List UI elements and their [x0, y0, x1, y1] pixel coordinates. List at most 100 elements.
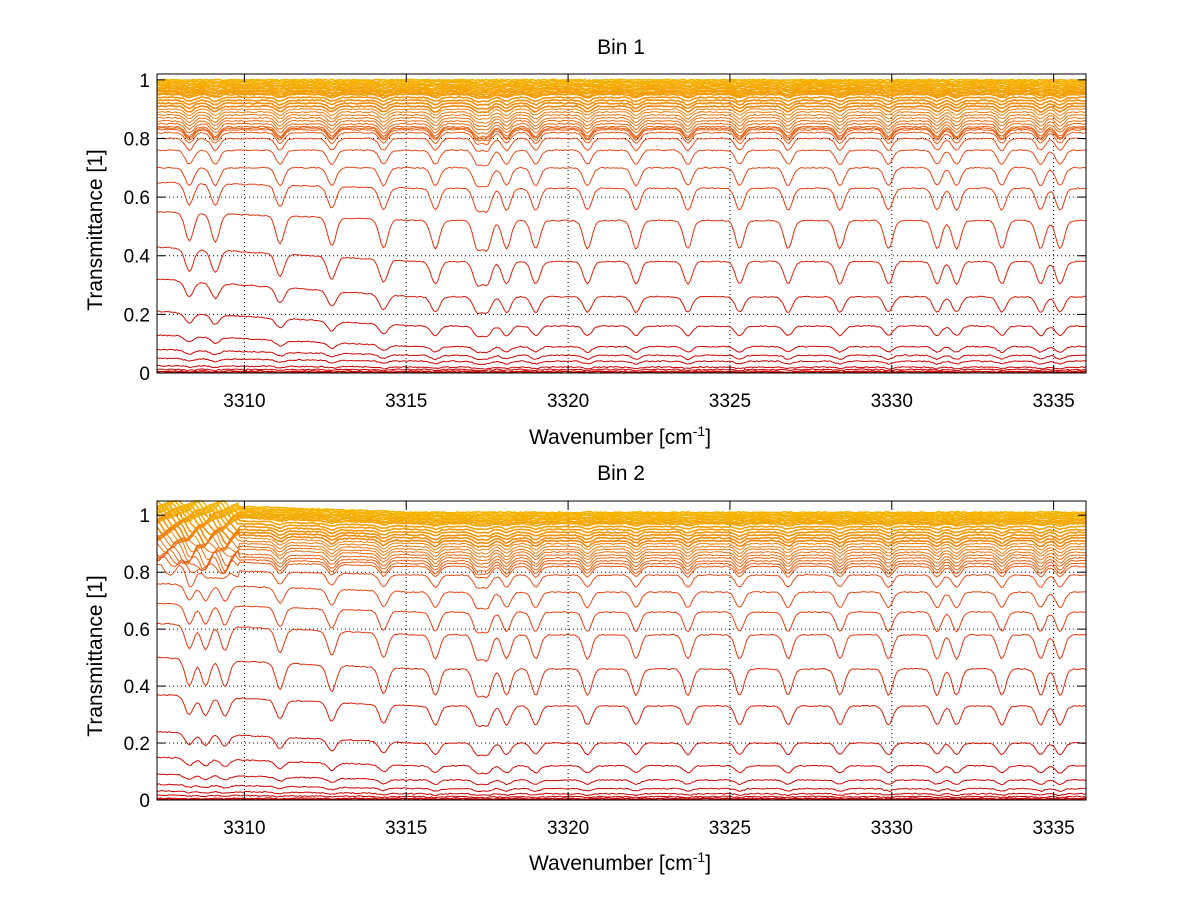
x-tick-label: 3325 [709, 391, 751, 412]
series-line [156, 149, 1087, 167]
series-line [156, 79, 1087, 84]
series-line [156, 798, 1087, 800]
axes-box [156, 500, 1087, 801]
x-axis-label-text: Wavenumber [cm [529, 426, 693, 449]
series-line [156, 656, 1087, 699]
series-line [156, 563, 1087, 590]
series-line [156, 119, 1087, 131]
series-line [156, 78, 1087, 82]
series-line [156, 98, 1086, 107]
y-tick-label: 0 [139, 364, 150, 385]
y-tick-label: 0.8 [124, 129, 150, 150]
x-axis-label: Wavenumber [cm-1] [529, 849, 711, 875]
series-line [156, 500, 1086, 514]
y-tick-label: 0.2 [124, 305, 150, 326]
series-line [156, 552, 1087, 576]
series-line [156, 87, 1087, 93]
series-line [156, 127, 1087, 140]
series-line [156, 523, 1087, 545]
series-line [156, 756, 1087, 775]
x-axis-label-end: ] [705, 852, 711, 875]
axes-box [156, 73, 1087, 374]
series-line [156, 116, 1087, 128]
series-line [156, 525, 1087, 548]
x-tick-label: 3335 [1032, 391, 1074, 412]
panel-title: Bin 2 [597, 462, 645, 485]
y-axis-label: Transmittance [1] [84, 149, 107, 310]
y-tick-label: 0.4 [124, 247, 151, 268]
series-line [156, 122, 1087, 135]
x-axis-label-text: Wavenumber [cm [529, 852, 693, 875]
series-line [157, 348, 1087, 361]
series-line [156, 96, 1087, 103]
series-line [157, 548, 1087, 573]
ticks: 3310 3315 3320 3325 3330 3335 0 0.2 0.4 0.6 0.8 1 [124, 71, 1086, 412]
series-line [156, 110, 1087, 121]
x-axis-label: Wavenumber [cm-1] [529, 423, 711, 449]
series-line [156, 797, 1087, 800]
series-line [156, 101, 1087, 110]
series-line [156, 508, 1087, 528]
series-line [156, 622, 1087, 663]
series-line [156, 783, 1087, 793]
series-line [156, 520, 1087, 541]
y-tick-label: 1 [139, 506, 150, 527]
series-line [156, 131, 1087, 146]
x-axis-label-superscript: -1 [693, 849, 706, 865]
y-axis-label: Transmittance [1] [84, 575, 107, 736]
x-tick-label: 3330 [871, 818, 913, 839]
series-line [156, 582, 1087, 610]
series-group [156, 78, 1087, 373]
x-tick-label: 3310 [223, 818, 265, 839]
x-tick-label: 3310 [223, 391, 265, 412]
panel-bin-2: Bin 2 3310 3315 3320 3325 3330 3335 0 0.2 0.4 0.6… [84, 462, 1087, 875]
series-line [156, 532, 1087, 555]
x-tick-label: 3325 [709, 818, 751, 839]
series-line [156, 334, 1086, 354]
x-axis-label-superscript: -1 [693, 423, 706, 439]
y-tick-label: 0 [139, 791, 150, 812]
series-line [156, 93, 1087, 100]
y-tick-label: 1 [139, 71, 150, 92]
x-tick-label: 3330 [871, 391, 913, 412]
series-line [156, 693, 1087, 728]
y-tick-label: 0.6 [124, 188, 150, 209]
series-line [156, 554, 1087, 579]
y-tick-label: 0.6 [124, 620, 150, 641]
series-line [156, 104, 1087, 114]
series-line [156, 368, 1087, 372]
series-line [157, 790, 1087, 797]
series-line [156, 278, 1086, 315]
series-line [156, 508, 1087, 526]
series-line [156, 357, 1087, 366]
x-tick-label: 3315 [385, 391, 427, 412]
series-line [156, 534, 1087, 558]
series-line [156, 503, 1087, 521]
series-line [156, 511, 1087, 531]
series-line [156, 310, 1086, 338]
series-line [156, 108, 1087, 117]
series-line [156, 364, 1087, 370]
series-line [157, 113, 1087, 124]
series-line [156, 537, 1087, 562]
panel-title: Bin 1 [597, 36, 645, 59]
y-tick-label: 0.4 [124, 677, 151, 698]
series-line [156, 501, 1087, 517]
series-line [156, 370, 1087, 373]
x-tick-label: 3315 [385, 818, 427, 839]
series-line [156, 794, 1087, 799]
y-tick-label: 0.2 [124, 734, 150, 755]
series-line [156, 125, 1087, 139]
series-line [156, 181, 1087, 214]
x-tick-label: 3320 [547, 818, 589, 839]
series-line [156, 731, 1087, 757]
series-line [156, 128, 1087, 142]
series-line [156, 541, 1086, 565]
series-line [156, 246, 1087, 287]
series-line [156, 602, 1087, 634]
series-line [156, 529, 1087, 552]
y-tick-label: 0.8 [124, 563, 150, 584]
x-axis-label-end: ] [705, 426, 711, 449]
series-line [156, 513, 1087, 534]
